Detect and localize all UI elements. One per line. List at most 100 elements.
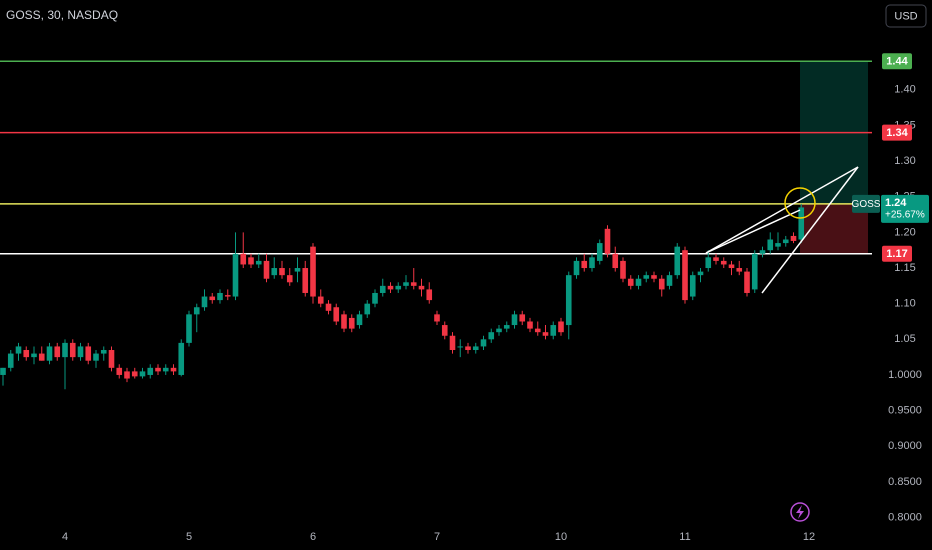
candle-body — [472, 346, 479, 351]
candle-body — [596, 243, 603, 261]
x-tick-label: 12 — [803, 531, 815, 543]
y-tick-label: 1.10 — [894, 298, 915, 310]
y-tick-label: 1.40 — [894, 84, 915, 96]
candle-body — [116, 367, 123, 375]
level-badge — [882, 53, 912, 70]
candle-body — [155, 367, 161, 372]
candle-body — [108, 350, 115, 368]
lightning — [796, 505, 804, 519]
candle-body — [728, 264, 735, 269]
candle-body — [682, 250, 688, 301]
candle-body — [69, 342, 76, 358]
candle-body — [62, 342, 68, 358]
candle-body — [255, 260, 262, 265]
candle-body — [325, 303, 332, 311]
candle-body — [372, 292, 378, 304]
candle-body — [139, 371, 146, 377]
candle-body — [627, 278, 634, 286]
candle-body — [581, 260, 588, 269]
candle-body — [379, 285, 386, 293]
candle-body — [426, 289, 433, 301]
y-tick-label: 1.05 — [894, 333, 915, 345]
level-label: 1.44 — [886, 56, 908, 68]
candle-body — [612, 253, 619, 269]
candle-body — [310, 246, 316, 297]
candle-body — [744, 271, 750, 293]
candle-body — [403, 282, 409, 286]
candle-body — [480, 339, 487, 347]
candle-body — [511, 314, 518, 326]
candle-body — [589, 257, 595, 269]
candle-body — [573, 260, 580, 276]
candle-body — [689, 275, 696, 297]
candle-body — [558, 321, 564, 333]
candle-body — [465, 346, 471, 351]
candle-body — [341, 314, 347, 329]
symbol-label: GOSS — [852, 199, 881, 210]
candle-body — [651, 275, 657, 279]
last-price-label: 1.24 — [885, 197, 907, 209]
y-tick-label: 1.15 — [894, 262, 915, 274]
candle-body — [201, 296, 208, 308]
candle-body — [248, 257, 254, 265]
candle-body — [798, 207, 805, 240]
candle-body — [7, 353, 14, 368]
candle-body — [317, 296, 324, 304]
highlight-circle — [784, 187, 816, 219]
candle-body — [100, 350, 107, 354]
candle-body — [279, 268, 285, 276]
candle-body — [736, 268, 743, 272]
candle-body — [147, 367, 154, 375]
candle-body — [697, 271, 704, 276]
candle-body — [643, 275, 650, 279]
level-label: 1.17 — [886, 248, 907, 260]
candle-body — [488, 332, 495, 340]
candle-body — [674, 246, 681, 276]
candle-body — [170, 367, 177, 372]
y-tick-label: 0.9500 — [888, 405, 922, 417]
candle-body — [193, 307, 200, 315]
candle-body — [23, 350, 30, 358]
level-label: 1.34 — [886, 127, 908, 139]
plot-area — [0, 60, 872, 390]
candle-body — [449, 335, 456, 351]
candle-body — [767, 239, 774, 251]
level-badge — [882, 245, 912, 262]
candle-body — [658, 278, 665, 290]
currency-label[interactable]: USD — [894, 10, 917, 22]
candle-body — [271, 268, 278, 276]
candle-body — [209, 296, 216, 301]
y-tick-label: 0.8000 — [888, 511, 922, 523]
y-tick-label: 0.8500 — [888, 476, 922, 488]
last-price-badge — [881, 194, 929, 223]
candle-body — [418, 285, 425, 290]
candle-body — [534, 328, 541, 333]
trend-line — [705, 209, 801, 254]
change-label: +25.67% — [885, 210, 925, 221]
candle-body — [751, 253, 758, 290]
y-tick-label: 1.20 — [894, 226, 915, 238]
candle-body — [232, 253, 239, 297]
candle-body — [775, 243, 781, 247]
candle-body — [302, 268, 309, 293]
candle-body — [496, 328, 502, 333]
trend-line — [761, 166, 859, 294]
y-tick-label: 0.9000 — [888, 440, 922, 452]
candle-body — [286, 275, 293, 283]
candle-body — [0, 367, 6, 375]
y-tick-label: 1.0000 — [888, 369, 922, 381]
candle-body — [542, 332, 549, 336]
candle-body — [93, 353, 99, 361]
candle-body — [604, 228, 611, 254]
candle-body — [124, 371, 130, 379]
x-tick-label: 7 — [434, 531, 440, 543]
events-icon[interactable] — [790, 502, 810, 522]
candle-body — [503, 325, 510, 329]
candle-body — [705, 257, 712, 269]
currency-button[interactable] — [885, 4, 927, 28]
x-tick-label: 10 — [555, 531, 567, 543]
candle-body — [720, 260, 727, 265]
candle-body — [410, 282, 417, 286]
